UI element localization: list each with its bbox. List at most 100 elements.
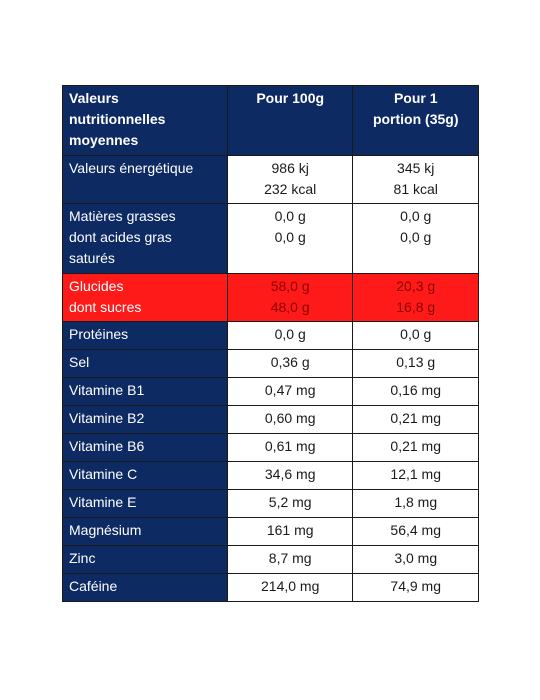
row-label-cell: Matières grasses dont acides gras saturés xyxy=(62,203,228,274)
row-label-cell: Vitamine E xyxy=(62,489,228,518)
row-label-line: Vitamine B1 xyxy=(69,382,145,398)
value-per-portion: 0,13 g xyxy=(396,354,436,370)
table-row: Sel 0,36 g 0,13 g xyxy=(62,349,479,378)
value-per-100g: 34,6 mg xyxy=(264,466,316,482)
table-body: Valeurs énergétique 986 kj 232 kcal 345 kj 8… xyxy=(62,155,479,602)
row-label-line: Protéines xyxy=(69,326,129,342)
table-row: Valeurs énergétique 986 kj 232 kcal 345 kj 8… xyxy=(62,155,479,204)
table-row: Vitamine B1 0,47 mg 0,16 mg xyxy=(62,377,479,406)
value-per-100g: 161 mg xyxy=(266,522,314,538)
table-row: Vitamine B6 0,61 mg 0,21 mg xyxy=(62,433,479,462)
value-per-portion: 0,16 mg xyxy=(390,382,442,398)
row-label-line: saturés xyxy=(69,250,115,266)
row-label-cell: Caféine xyxy=(62,573,228,602)
row-label-line: Vitamine B2 xyxy=(69,410,145,426)
value-per-100g: 8,7 mg xyxy=(268,550,312,566)
value-per-portion-cell: 0,21 mg xyxy=(352,433,479,462)
value-per-portion: 0,0 g xyxy=(400,208,432,224)
value-per-100g-cell: 58,0 g 48,0 g xyxy=(226,273,354,322)
value-per-portion: 0,0 g xyxy=(400,326,432,342)
value-per-portion-cell: 0,0 g xyxy=(352,321,479,350)
value-per-100g-cell: 0,60 mg xyxy=(226,405,354,434)
value-per-portion-cell: 56,4 mg xyxy=(352,517,479,546)
header-row: Valeurs nutritionnelles moyennes Pour 10… xyxy=(62,85,479,156)
row-label-cell: Glucides dont sucres xyxy=(62,273,228,322)
value-per-100g: 5,2 mg xyxy=(268,494,312,510)
row-label-cell: Valeurs énergétique xyxy=(62,155,228,204)
value-per-portion: 3,0 mg xyxy=(394,550,438,566)
value-per-portion: 74,9 mg xyxy=(390,578,442,594)
value-per-100g-cell: 986 kj 232 kcal xyxy=(226,155,354,204)
row-label-cell: Magnésium xyxy=(62,517,228,546)
value-per-portion-cell: 345 kj 81 kcal xyxy=(352,155,479,204)
header-per-100g-cell: Pour 100g xyxy=(226,85,354,156)
row-label-line: dont acides gras xyxy=(69,229,172,245)
table-row: Vitamine C 34,6 mg 12,1 mg xyxy=(62,461,479,490)
header-per-100g-line: Pour 100g xyxy=(256,90,325,106)
value-per-100g: 0,47 mg xyxy=(264,382,316,398)
row-label-cell: Vitamine B2 xyxy=(62,405,228,434)
table-row: Protéines 0,0 g 0,0 g xyxy=(62,321,479,350)
value-per-100g: 214,0 mg xyxy=(261,578,320,594)
value-per-100g-cell: 0,0 g xyxy=(226,321,354,350)
header-per-portion-line: portion (35g) xyxy=(372,111,459,127)
row-label-cell: Vitamine C xyxy=(62,461,228,490)
table-row: Magnésium 161 mg 56,4 mg xyxy=(62,517,479,546)
table-row: Matières grasses dont acides gras saturés 0… xyxy=(62,203,479,274)
header-per-portion-line: Pour 1 xyxy=(393,90,438,106)
value-per-100g: 0,36 g xyxy=(270,354,310,370)
value-per-portion: 12,1 mg xyxy=(390,466,442,482)
value-per-100g-cell: 8,7 mg xyxy=(226,545,354,574)
row-label-line: Caféine xyxy=(69,578,118,594)
row-label-line: dont sucres xyxy=(69,299,142,315)
value-per-portion: 0,0 g xyxy=(400,229,432,245)
value-per-100g: 0,60 mg xyxy=(264,410,316,426)
value-per-100g: 232 kcal xyxy=(264,181,317,197)
value-per-portion: 345 kj xyxy=(397,160,435,176)
value-per-portion-cell: 0,0 g 0,0 g xyxy=(352,203,479,274)
value-per-portion: 20,3 g xyxy=(396,278,436,294)
row-label-line: Magnésium xyxy=(69,522,142,538)
value-per-100g-cell: 5,2 mg xyxy=(226,489,354,518)
header-label-line: Valeurs xyxy=(69,90,119,106)
row-label-line: Valeurs énergétique xyxy=(69,160,194,176)
value-per-100g: 0,0 g xyxy=(274,208,306,224)
value-per-portion-cell: 12,1 mg xyxy=(352,461,479,490)
header-label-line: nutritionnelles xyxy=(69,111,166,127)
row-label-cell: Zinc xyxy=(62,545,228,574)
value-per-100g: 0,0 g xyxy=(274,326,306,342)
value-per-100g: 0,61 mg xyxy=(264,438,316,454)
value-per-portion-cell: 3,0 mg xyxy=(352,545,479,574)
value-per-portion-cell: 1,8 mg xyxy=(352,489,479,518)
row-label-line: Vitamine C xyxy=(69,466,138,482)
value-per-100g-cell: 0,36 g xyxy=(226,349,354,378)
value-per-100g-cell: 214,0 mg xyxy=(226,573,354,602)
value-per-100g-cell: 0,0 g 0,0 g xyxy=(226,203,354,274)
value-per-100g-cell: 34,6 mg xyxy=(226,461,354,490)
value-per-portion-cell: 0,13 g xyxy=(352,349,479,378)
row-label-cell: Vitamine B6 xyxy=(62,433,228,462)
header-label-line: moyennes xyxy=(69,132,139,148)
header-per-portion-cell: Pour 1 portion (35g) xyxy=(352,85,479,156)
row-label-line: Zinc xyxy=(69,550,96,566)
value-per-100g: 986 kj xyxy=(271,160,309,176)
value-per-100g: 0,0 g xyxy=(274,229,306,245)
row-label-line: Sel xyxy=(69,354,90,370)
table-row: Vitamine B2 0,60 mg 0,21 mg xyxy=(62,405,479,434)
table-row: Glucides dont sucres 58,0 g 48,0 g 20,3 g 16,… xyxy=(62,273,479,322)
value-per-100g-cell: 0,47 mg xyxy=(226,377,354,406)
row-label-cell: Vitamine B1 xyxy=(62,377,228,406)
row-label-line: Vitamine E xyxy=(69,494,137,510)
value-per-100g: 58,0 g xyxy=(270,278,310,294)
value-per-100g: 48,0 g xyxy=(270,299,310,315)
nutrition-table: Valeurs nutritionnelles moyennes Pour 10… xyxy=(62,85,479,602)
table-row: Vitamine E 5,2 mg 1,8 mg xyxy=(62,489,479,518)
row-label-line: Glucides xyxy=(69,278,124,294)
value-per-portion: 16,8 g xyxy=(396,299,436,315)
value-per-portion: 0,21 mg xyxy=(390,438,442,454)
value-per-portion-cell: 0,16 mg xyxy=(352,377,479,406)
header-label-cell: Valeurs nutritionnelles moyennes xyxy=(62,85,228,156)
value-per-portion-cell: 74,9 mg xyxy=(352,573,479,602)
value-per-portion: 1,8 mg xyxy=(394,494,438,510)
value-per-portion: 81 kcal xyxy=(393,181,438,197)
